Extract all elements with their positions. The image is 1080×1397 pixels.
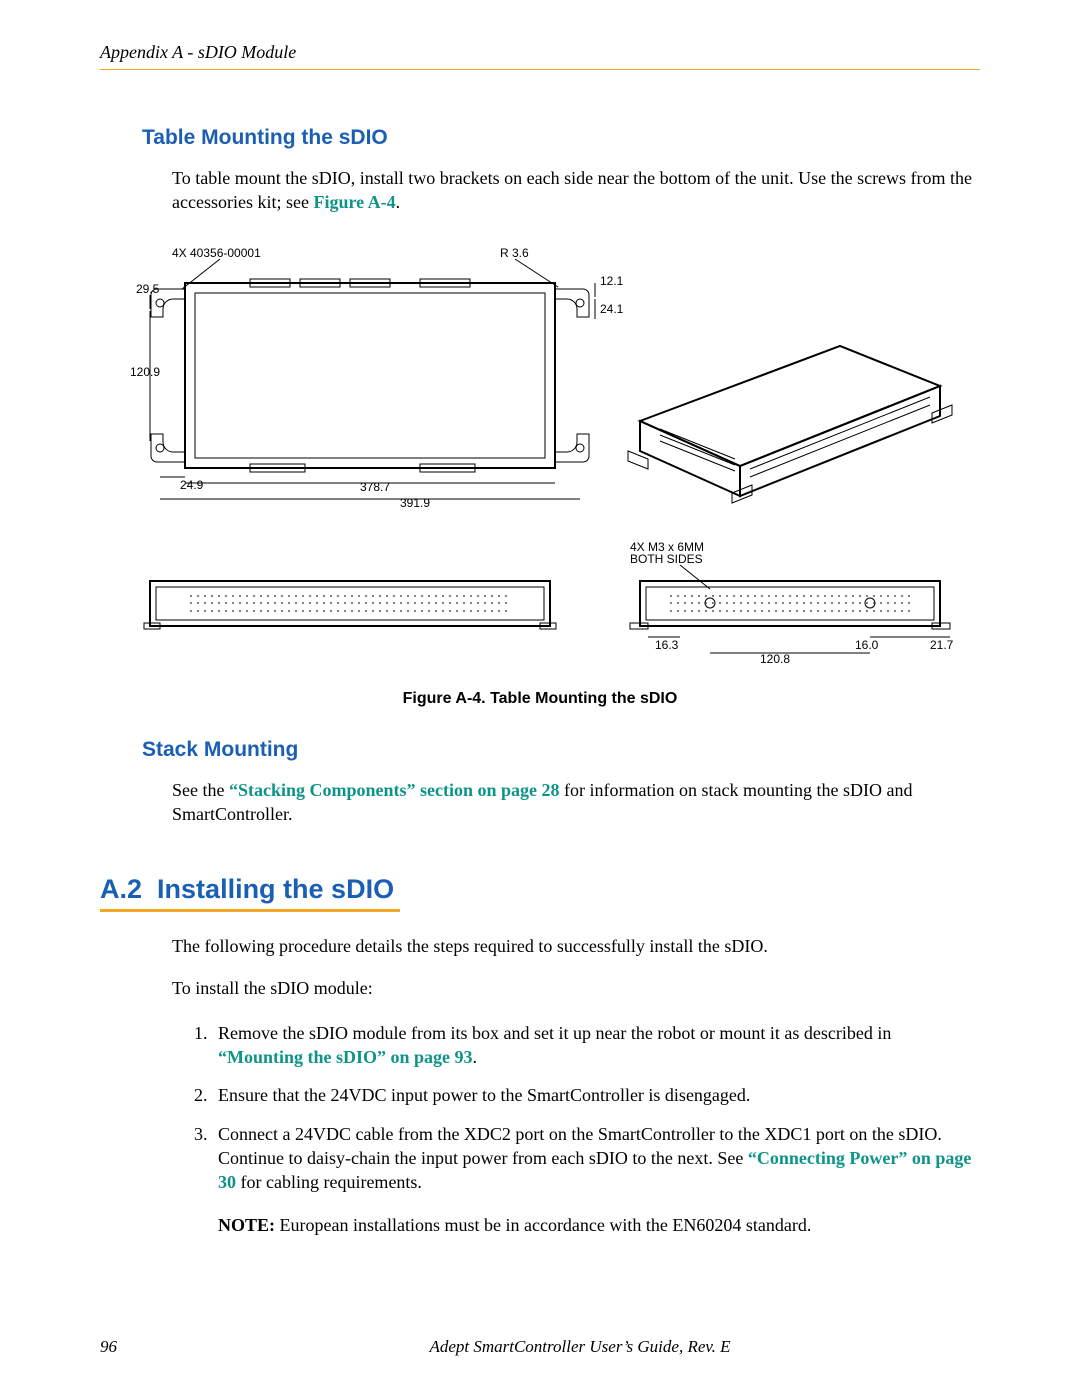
figure-caption: Figure A-4. Table Mounting the sDIO [100,690,980,708]
side-view-right: 4X M3 x 6MM BOTH SIDES 16.3 120.8 16.0 2… [630,540,954,666]
install-note: NOTE: European installations must be in … [218,1213,980,1237]
screw-note-b: BOTH SIDES [630,552,703,566]
dim-29-5: 29.5 [136,282,160,296]
figure-a4-svg: 4X 40356-00001 R 3.6 29.5 120.9 24.9 378… [120,241,960,671]
dim-part-no: 4X 40356-00001 [172,246,261,260]
footer-title: Adept SmartController User’s Guide, Rev.… [180,1337,980,1357]
dim-r: R 3.6 [500,246,529,260]
install-step-3: Connect a 24VDC cable from the XDC2 port… [212,1122,980,1237]
link-stacking-components[interactable]: “Stacking Components” section on page 28 [229,780,560,800]
iso-view [628,346,952,503]
text: . [473,1047,478,1067]
running-header: Appendix A - sDIO Module [100,42,980,70]
dim-24-1: 24.1 [600,302,624,316]
install-steps: Remove the sDIO module from its box and … [212,1021,980,1237]
section-title: Installing the sDIO [157,874,394,904]
running-footer: 96 Adept SmartController User’s Guide, R… [100,1337,980,1357]
dim-12-1: 12.1 [600,274,624,288]
text: for cabling requirements. [236,1172,422,1192]
dim-120-8: 120.8 [760,652,790,666]
install-step-1: Remove the sDIO module from its box and … [212,1021,980,1070]
heading-stack-mounting: Stack Mounting [142,738,980,762]
note-label: NOTE: [218,1215,275,1235]
link-mounting-sdio[interactable]: “Mounting the sDIO” on page 93 [218,1047,473,1067]
para-stack-mounting: See the “Stacking Components” section on… [172,778,980,827]
note-body: European installations must be in accord… [275,1215,811,1235]
text: Ensure that the 24VDC input power to the… [218,1085,750,1105]
header-title: Appendix A - sDIO Module [100,42,296,62]
text: Remove the sDIO module from its box and … [218,1023,891,1043]
dim-391-9: 391.9 [400,496,430,510]
para-install-lead: To install the sDIO module: [172,976,980,1000]
heading-table-mounting: Table Mounting the sDIO [142,126,980,150]
heading-installing: A.2 Installing the sDIO [100,874,400,912]
dim-16-0: 16.0 [855,638,879,652]
text: To table mount the sDIO, install two bra… [172,168,972,212]
figure-a4: 4X 40356-00001 R 3.6 29.5 120.9 24.9 378… [120,241,960,676]
text: . [396,192,401,212]
dim-16-3: 16.3 [655,638,679,652]
dim-21-7: 21.7 [930,638,954,652]
dim-24-9: 24.9 [180,478,204,492]
side-view-left [144,581,556,629]
page-number: 96 [100,1337,180,1357]
heading-installing-wrapper: A.2 Installing the sDIO [100,826,980,912]
dim-120-9: 120.9 [130,365,160,379]
install-step-2: Ensure that the 24VDC input power to the… [212,1083,980,1107]
text: See the [172,780,229,800]
para-table-mounting: To table mount the sDIO, install two bra… [172,166,980,215]
dim-378-7: 378.7 [360,480,390,494]
plan-view: 4X 40356-00001 R 3.6 29.5 120.9 24.9 378… [130,246,624,510]
section-number: A.2 [100,874,142,904]
figure-ref-link[interactable]: Figure A-4 [313,192,395,212]
para-install-intro: The following procedure details the step… [172,934,980,958]
